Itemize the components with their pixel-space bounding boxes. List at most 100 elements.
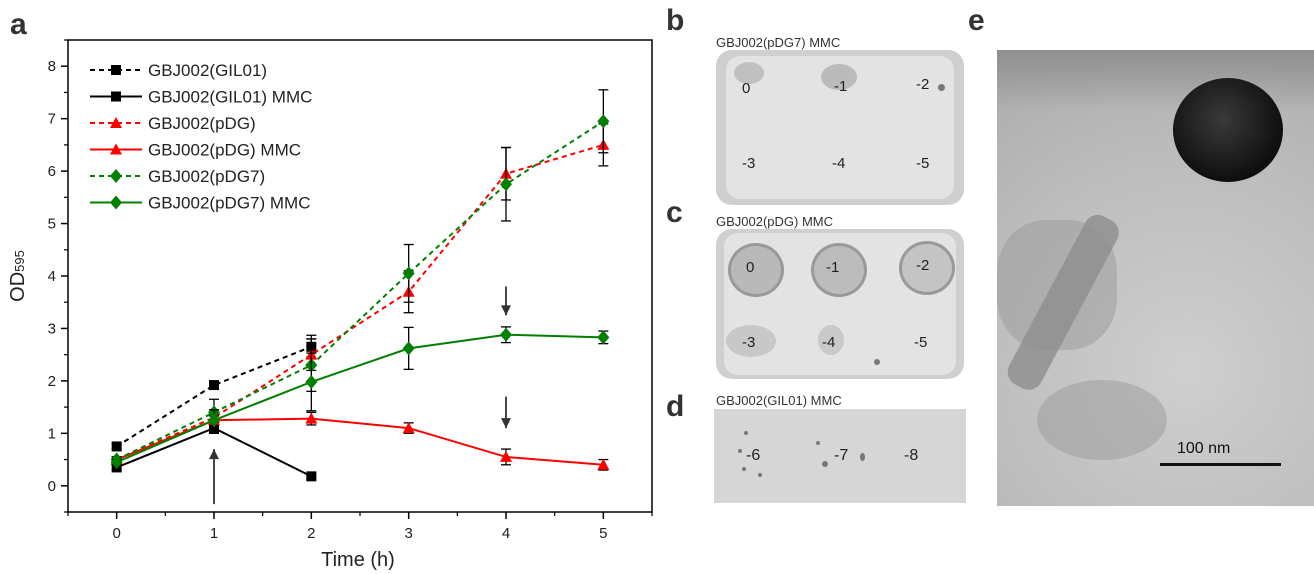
y-axis-label: OD595 <box>7 250 29 302</box>
data-point-marker <box>597 330 610 345</box>
series-line <box>116 120 604 461</box>
dilution-label: -2 <box>916 76 930 93</box>
data-point-marker <box>110 455 123 470</box>
y-tick-label: 4 <box>48 268 56 285</box>
panel-letter-c: c <box>666 196 683 229</box>
dilution-label: -7 <box>834 447 849 464</box>
plaque <box>860 453 865 461</box>
legend-entry: GBJ002(GIL01) MMC <box>90 88 312 107</box>
data-point-marker <box>111 441 122 452</box>
legend-entry: GBJ002(pDG) MMC <box>90 141 301 160</box>
x-tick-label: 5 <box>599 525 607 542</box>
legend-entry: GBJ002(pDG) <box>90 114 256 133</box>
series-gbj002-pdg7-mmc <box>110 326 610 470</box>
clearing-zone <box>728 243 784 297</box>
data-point-marker <box>402 266 415 281</box>
panel-letter-b: b <box>666 4 685 37</box>
plaque-cluster <box>734 62 764 84</box>
y-tick-label: 6 <box>48 163 56 180</box>
series-line <box>116 333 604 464</box>
plaque <box>938 84 945 91</box>
series-gbj002-gil01- <box>111 334 317 452</box>
data-point-marker <box>208 413 220 428</box>
legend-label: GBJ002(GIL01) <box>148 61 267 80</box>
plaque <box>742 467 746 471</box>
legend-label: GBJ002(pDG) MMC <box>148 141 301 160</box>
data-point-marker <box>402 422 415 434</box>
x-tick-label: 4 <box>502 525 510 542</box>
data-point-marker <box>305 374 318 389</box>
data-point-marker <box>209 380 219 391</box>
panel-letter-d: d <box>666 390 685 423</box>
dilution-label: -3 <box>742 155 756 172</box>
plaque-cluster <box>821 64 857 90</box>
series-line <box>116 417 604 466</box>
x-tick-label: 3 <box>404 525 412 542</box>
data-point-marker <box>110 195 122 210</box>
dilution-label: -6 <box>746 447 761 464</box>
dilution-label: -4 <box>832 155 846 172</box>
y-tick-label: 3 <box>48 320 56 337</box>
data-point-marker <box>500 450 512 462</box>
tem-micrograph: 100 nm <box>997 50 1314 506</box>
y-tick-label: 1 <box>48 425 56 442</box>
plot-frame <box>67 39 653 513</box>
dilution-label: -1 <box>826 259 840 276</box>
clearing-zone <box>811 243 867 297</box>
x-tick-label: 2 <box>307 525 315 542</box>
y-tick-label: 5 <box>48 216 56 233</box>
x-axis-label: Time (h) <box>321 549 395 571</box>
annotation-arrow-head <box>209 449 219 460</box>
legend-label: GBJ002(pDG) <box>148 114 256 133</box>
legend-entry: GBJ002(GIL01) <box>90 61 267 80</box>
data-point-marker <box>110 143 122 155</box>
dilution-label: -2 <box>916 257 930 274</box>
dilution-label: 0 <box>746 259 755 276</box>
plaque <box>816 441 820 445</box>
dilution-label: -4 <box>822 334 836 351</box>
tem-debris <box>1037 380 1167 460</box>
legend-label: GBJ002(pDG7) <box>148 167 265 186</box>
x-tick-label: 1 <box>210 525 218 542</box>
plate-c: 0 -1 -2 -3 -4 -5 <box>716 229 964 379</box>
series-line <box>116 345 312 448</box>
dilution-label: -8 <box>904 447 919 464</box>
data-point-marker <box>110 117 122 128</box>
scale-bar <box>1160 463 1281 466</box>
data-point-marker <box>110 169 122 183</box>
y-tick-label: 0 <box>48 478 56 495</box>
growth-chart: 0 1 2 3 4 5 0 1 2 3 4 5 6 7 8 GBJ002(GIL01) GBJ002(GIL0… <box>7 39 653 571</box>
plate-d: -6 -7 -8 <box>714 409 966 503</box>
y-axis-label-subscript: 595 <box>12 250 27 272</box>
data-point-marker <box>306 471 317 482</box>
dilution-label: -5 <box>914 334 928 351</box>
plaque-cluster <box>818 325 844 355</box>
data-point-marker <box>111 65 121 75</box>
data-point-marker <box>500 177 512 192</box>
panel-letter-e: e <box>968 4 985 37</box>
plate-d-title: GBJ002(GIL01) MMC <box>716 393 842 408</box>
x-tick-label: 0 <box>112 525 120 542</box>
y-tick-label: 8 <box>48 58 56 75</box>
plaque <box>822 461 828 467</box>
legend-entry: GBJ002(pDG7) <box>90 167 265 186</box>
panel-letter-a: a <box>10 8 27 41</box>
dilution-label: -1 <box>834 78 848 95</box>
plaque <box>874 359 880 365</box>
dilution-label: 0 <box>742 80 751 97</box>
phage-capsid <box>1173 78 1283 182</box>
data-point-marker <box>597 114 610 129</box>
series-line <box>116 143 604 461</box>
plate-c-title: GBJ002(pDG) MMC <box>716 214 834 229</box>
legend-label: GBJ002(pDG7) MMC <box>148 194 310 213</box>
clearing-zone <box>899 241 955 295</box>
legend-entry: GBJ002(pDG7) MMC <box>90 194 310 213</box>
data-point-marker <box>111 91 121 102</box>
series-gbj002-pdg-mmc <box>110 411 610 471</box>
plate-b: 0 -1 -2 -3 -4 -5 <box>716 50 964 205</box>
data-point-marker <box>402 341 415 356</box>
plaque-cluster <box>726 325 776 357</box>
scale-bar-label: 100 nm <box>1177 440 1231 457</box>
y-tick-label: 7 <box>48 111 56 128</box>
plaque <box>738 449 742 453</box>
